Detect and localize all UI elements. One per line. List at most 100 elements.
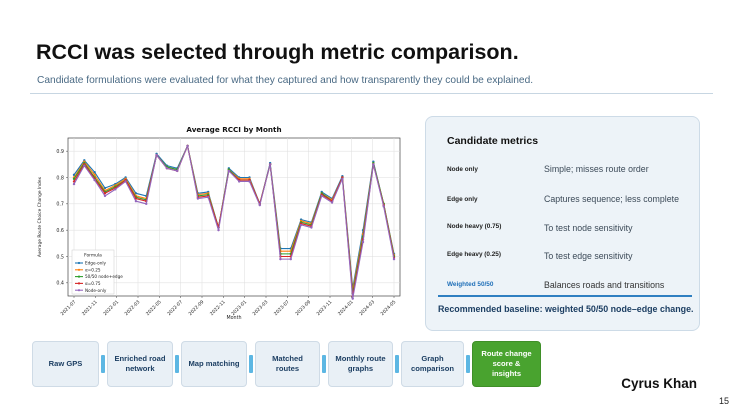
metric-description: Simple; misses route order	[544, 164, 649, 174]
x-tick-label: 2022-03	[124, 299, 142, 317]
x-tick-label: 2022-11	[209, 299, 227, 317]
title-divider	[30, 93, 713, 94]
x-tick-label: 2023-09	[294, 299, 312, 317]
legend-entry: Node-only	[85, 288, 107, 293]
x-tick-label: 2021-11	[81, 299, 99, 317]
data-point	[361, 240, 365, 244]
data-point	[165, 167, 169, 170]
legend-marker	[77, 268, 81, 271]
data-point	[217, 228, 220, 232]
x-tick-label: 2023-01	[230, 299, 248, 317]
legend-marker	[77, 282, 81, 285]
x-tick-label: 2024-05	[380, 299, 398, 317]
metric-name: Weighted 50/50	[447, 281, 494, 288]
metrics-heading: Candidate metrics	[447, 135, 539, 147]
data-point	[330, 201, 334, 204]
data-point	[268, 163, 272, 166]
flow-connector	[395, 355, 399, 373]
legend-marker	[77, 261, 81, 265]
y-tick-label: 0.7	[56, 202, 64, 208]
legend-entry: 50/50 node+edge	[85, 274, 123, 279]
data-point	[114, 188, 117, 191]
data-point	[341, 177, 344, 181]
data-point	[103, 192, 107, 195]
highlight-underline	[438, 295, 692, 297]
x-tick-label: 2022-05	[145, 299, 163, 317]
data-point	[93, 173, 96, 177]
data-point	[176, 169, 179, 173]
flow-connector	[175, 355, 179, 373]
x-axis-label: Month	[226, 315, 241, 321]
data-point	[93, 178, 96, 182]
legend-title: Formula	[84, 253, 102, 259]
data-point	[155, 153, 158, 157]
series-line	[73, 145, 395, 300]
data-point	[279, 257, 282, 261]
data-point	[299, 223, 303, 227]
x-tick-label: 2022-09	[188, 299, 206, 317]
y-tick-label: 0.6	[56, 228, 64, 234]
x-tick-label: 2024-03	[358, 299, 376, 317]
data-point	[248, 180, 251, 183]
pipeline-flow: Raw GPS Enriched road network Map matchi…	[32, 341, 567, 387]
y-tick-label: 0.8	[56, 175, 64, 181]
y-tick-label: 0.9	[56, 149, 64, 155]
plot-area	[67, 137, 401, 297]
data-point	[320, 194, 323, 198]
flow-connector	[466, 355, 470, 373]
x-tick-label: 2021-07	[60, 299, 78, 317]
chart-title: Average RCCI by Month	[186, 125, 281, 134]
data-point	[145, 202, 148, 206]
x-tick-label: 2024-01	[337, 299, 355, 317]
data-point	[124, 180, 127, 183]
pipeline-step-matched-routes: Matched routes	[255, 341, 320, 387]
series-line	[73, 145, 395, 289]
metric-description: To test edge sensitivity	[544, 251, 633, 261]
candidate-metrics-panel: Candidate metrics Node only Simple; miss…	[425, 116, 700, 331]
metric-description: Captures sequence; less complete	[544, 194, 679, 204]
data-point	[83, 164, 86, 167]
data-point	[103, 186, 107, 190]
x-tick-label: 2022-07	[166, 299, 184, 317]
data-point	[351, 297, 354, 300]
x-tick-label: 2023-07	[273, 299, 291, 317]
y-tick-label: 0.4	[56, 281, 64, 287]
x-tick-label: 2022-01	[102, 299, 120, 317]
y-axis-label: Average Route Choice Change Index	[37, 177, 43, 258]
data-point	[72, 173, 76, 177]
pipeline-step-map-matching: Map matching	[181, 341, 247, 387]
data-point	[93, 171, 96, 174]
metric-name: Edge heavy (0.25)	[447, 251, 501, 258]
legend-marker	[77, 275, 81, 278]
legend-box	[71, 249, 115, 295]
x-tick-label: 2023-11	[316, 299, 334, 317]
data-point	[258, 203, 262, 207]
metric-description: Balances roads and transitions	[544, 280, 665, 290]
data-point	[392, 257, 396, 261]
legend-marker	[77, 289, 81, 292]
recommended-baseline: Recommended baseline: weighted 50/50 nod…	[438, 304, 694, 314]
pipeline-step-raw-gps: Raw GPS	[32, 341, 99, 387]
data-point	[134, 200, 138, 203]
data-point	[103, 194, 107, 198]
pipeline-step-graph-comparison: Graph comparison	[401, 341, 464, 387]
slide-title: RCCI was selected through metric compari…	[36, 40, 519, 64]
metric-name: Node only	[447, 166, 478, 173]
y-tick-label: 0.5	[56, 254, 64, 260]
flow-connector	[101, 355, 105, 373]
metric-name: Node heavy (0.75)	[447, 223, 502, 230]
pipeline-step-monthly-route-graphs: Monthly route graphs	[328, 341, 393, 387]
flow-connector	[249, 355, 253, 373]
pipeline-step-enriched-road-network: Enriched road network	[107, 341, 173, 387]
data-point	[72, 182, 76, 186]
data-point	[196, 197, 200, 200]
data-point	[310, 226, 313, 229]
legend-entry: α=0.25	[85, 267, 101, 272]
pipeline-step-route-change-score: Route change score & insights	[472, 341, 541, 387]
x-tick-label: 2023-03	[252, 299, 270, 317]
page-number: 15	[718, 396, 729, 406]
data-point	[372, 163, 375, 166]
metric-name: Edge only	[447, 196, 478, 203]
legend-entry: α=0.75	[85, 281, 101, 286]
